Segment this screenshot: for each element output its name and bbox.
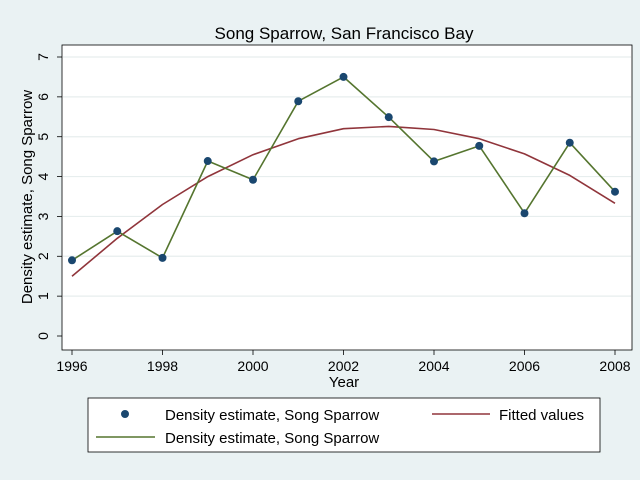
- y-tick-label: 3: [35, 212, 51, 220]
- density-point: [384, 113, 393, 122]
- density-point: [430, 157, 438, 166]
- x-axis-label: Year: [329, 374, 359, 391]
- x-axis: 1996 1998 2000 2002 2004 2006 2008: [56, 350, 631, 374]
- y-axis: 0 1 2 3 4 5 6 7: [35, 53, 62, 340]
- legend-label-fitted: Fitted values: [499, 407, 584, 424]
- density-point: [249, 175, 257, 184]
- density-point: [475, 141, 484, 150]
- plot-area: [61, 44, 633, 351]
- y-tick-label: 6: [35, 93, 51, 101]
- density-point: [339, 72, 348, 81]
- density-point: [158, 253, 167, 262]
- x-tick-label: 2002: [328, 358, 359, 374]
- x-tick-label: 2008: [599, 358, 630, 374]
- x-tick-label: 2004: [418, 358, 449, 374]
- legend-marker-scatter: [121, 410, 129, 418]
- x-tick-label: 2000: [237, 358, 268, 374]
- series-layer: [68, 72, 619, 277]
- density-point: [565, 138, 574, 147]
- chart-title: Song Sparrow, San Francisco Bay: [215, 24, 474, 43]
- legend-label-scatter: Density estimate, Song Sparrow: [165, 407, 379, 424]
- density-point: [294, 97, 303, 106]
- x-tick-label: 2006: [509, 358, 540, 374]
- density-point: [113, 227, 122, 236]
- density-point: [203, 157, 212, 166]
- density-point: [611, 187, 619, 196]
- y-tick-label: 5: [35, 133, 51, 141]
- legend-box: [87, 397, 601, 453]
- density-point: [520, 209, 529, 218]
- y-tick-label: 7: [35, 53, 51, 61]
- y-tick-label: 2: [35, 252, 51, 260]
- density-point: [68, 256, 76, 265]
- y-tick-label: 1: [35, 292, 51, 300]
- legend-label-connected: Density estimate, Song Sparrow: [165, 430, 379, 447]
- y-tick-label: 4: [35, 172, 51, 180]
- y-tick-label: 0: [35, 332, 51, 340]
- gridlines: [63, 56, 631, 297]
- fitted-values-line: [71, 125, 616, 277]
- y-axis-label: Density estimate, Song Sparrow: [19, 90, 36, 304]
- legend: Density estimate, Song Sparrow Fitted va…: [87, 397, 601, 453]
- x-tick-label: 1996: [56, 358, 87, 374]
- x-tick-label: 1998: [147, 358, 178, 374]
